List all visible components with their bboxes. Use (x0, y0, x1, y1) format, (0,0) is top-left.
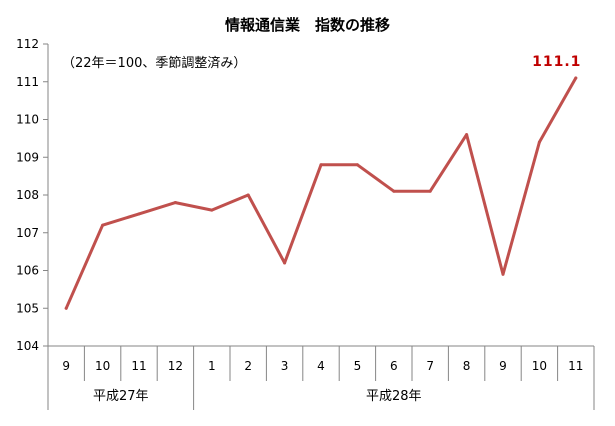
data-point (64, 306, 68, 310)
data-point (137, 212, 141, 216)
data-point (392, 189, 396, 193)
data-point (355, 163, 359, 167)
x-tick-label: 9 (499, 359, 507, 373)
y-tick-label: 111 (16, 75, 39, 89)
y-tick-label: 107 (16, 226, 39, 240)
y-tick-label: 112 (16, 37, 39, 51)
x-tick-label: 1 (208, 359, 216, 373)
data-point (465, 133, 469, 137)
y-tick-label: 105 (16, 301, 39, 315)
data-point (210, 208, 214, 212)
x-tick-label: 11 (568, 359, 583, 373)
y-tick-label: 106 (16, 264, 39, 278)
y-tick-label: 108 (16, 188, 39, 202)
data-point (501, 272, 505, 276)
x-tick-label: 2 (244, 359, 252, 373)
data-point (101, 223, 105, 227)
x-tick-label: 10 (532, 359, 547, 373)
x-tick-label: 3 (281, 359, 289, 373)
data-point (283, 261, 287, 265)
group-label: 平成27年 (93, 389, 149, 404)
x-tick-label: 11 (131, 359, 146, 373)
data-point (173, 201, 177, 205)
data-point (574, 76, 578, 80)
x-tick-label: 6 (390, 359, 398, 373)
x-tick-label: 8 (463, 359, 471, 373)
x-tick-label: 10 (95, 359, 110, 373)
chart-title: 情報通信業 指数の推移 (224, 16, 390, 34)
series-line (64, 76, 578, 310)
y-tick-label: 109 (16, 150, 39, 164)
y-tick-label: 110 (16, 113, 39, 127)
x-tick-label: 7 (426, 359, 434, 373)
data-point (428, 189, 432, 193)
x-tick-label: 4 (317, 359, 325, 373)
y-tick-label: 104 (16, 339, 39, 353)
last-value-label: 111.1 (532, 54, 581, 70)
chart-subtitle: （22年＝100、季節調整済み） (62, 56, 247, 71)
data-point (246, 193, 250, 197)
group-label: 平成28年 (366, 389, 422, 404)
x-tick-label: 5 (354, 359, 362, 373)
x-tick-label: 12 (168, 359, 183, 373)
x-tick-label: 9 (62, 359, 70, 373)
data-point (319, 163, 323, 167)
data-point (537, 140, 541, 144)
